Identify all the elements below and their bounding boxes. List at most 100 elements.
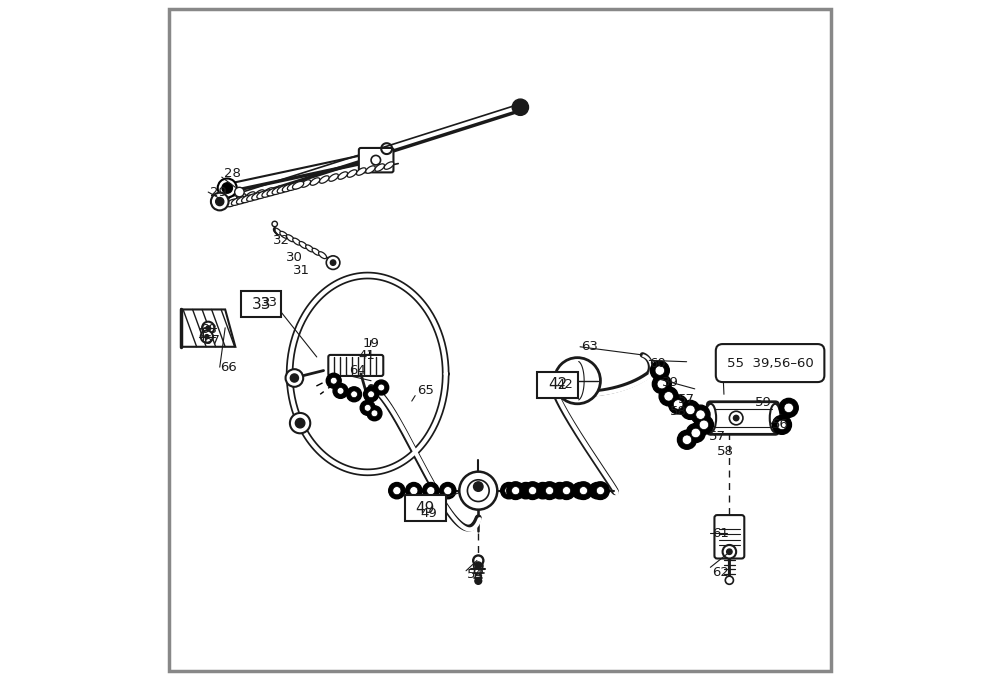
FancyBboxPatch shape <box>241 291 281 317</box>
Circle shape <box>696 410 705 420</box>
Text: 57: 57 <box>678 393 695 406</box>
Ellipse shape <box>226 199 238 207</box>
Circle shape <box>216 197 224 205</box>
Circle shape <box>562 487 571 495</box>
Text: 49: 49 <box>416 500 435 516</box>
Circle shape <box>664 392 673 401</box>
Circle shape <box>593 487 601 495</box>
Circle shape <box>371 410 378 417</box>
Ellipse shape <box>310 177 320 185</box>
Ellipse shape <box>283 184 292 191</box>
Ellipse shape <box>292 182 304 189</box>
Text: 65: 65 <box>417 384 434 397</box>
Circle shape <box>475 574 481 580</box>
Circle shape <box>444 487 452 495</box>
Ellipse shape <box>319 252 327 258</box>
Ellipse shape <box>366 166 375 173</box>
FancyBboxPatch shape <box>405 496 446 521</box>
Circle shape <box>202 322 214 334</box>
Circle shape <box>772 415 791 435</box>
Circle shape <box>777 420 787 430</box>
Ellipse shape <box>264 188 274 195</box>
Circle shape <box>727 549 732 554</box>
Ellipse shape <box>287 183 299 190</box>
Circle shape <box>272 221 277 226</box>
Ellipse shape <box>255 190 264 197</box>
Circle shape <box>552 483 568 499</box>
Circle shape <box>473 555 484 566</box>
Circle shape <box>529 487 537 495</box>
Ellipse shape <box>329 174 338 182</box>
Ellipse shape <box>231 198 243 205</box>
Ellipse shape <box>246 192 255 199</box>
Circle shape <box>326 256 340 269</box>
Circle shape <box>507 482 524 500</box>
Circle shape <box>474 562 483 571</box>
Circle shape <box>596 487 605 495</box>
Circle shape <box>545 487 554 495</box>
Ellipse shape <box>277 186 288 193</box>
Circle shape <box>474 482 483 492</box>
Circle shape <box>558 482 575 500</box>
Circle shape <box>406 483 422 499</box>
Circle shape <box>218 178 237 197</box>
Circle shape <box>474 556 483 565</box>
Text: 42: 42 <box>548 377 567 392</box>
Ellipse shape <box>242 195 253 203</box>
Ellipse shape <box>273 228 281 235</box>
Circle shape <box>505 487 513 495</box>
Circle shape <box>686 405 695 415</box>
Circle shape <box>779 398 798 418</box>
Text: 49: 49 <box>420 507 437 520</box>
Circle shape <box>677 430 696 449</box>
Circle shape <box>367 406 382 421</box>
Circle shape <box>572 483 588 499</box>
Ellipse shape <box>273 186 283 193</box>
Ellipse shape <box>267 188 278 196</box>
Text: 55  39,56–60: 55 39,56–60 <box>727 356 813 369</box>
Circle shape <box>330 260 336 265</box>
Text: 64: 64 <box>349 364 366 377</box>
Circle shape <box>592 482 609 500</box>
Text: 63: 63 <box>581 340 598 354</box>
Circle shape <box>459 472 497 509</box>
Circle shape <box>652 375 671 394</box>
Circle shape <box>659 387 678 406</box>
Ellipse shape <box>375 164 385 171</box>
Text: 32: 32 <box>273 234 290 247</box>
Text: 58: 58 <box>670 405 687 418</box>
FancyBboxPatch shape <box>169 9 831 671</box>
Circle shape <box>351 391 357 398</box>
Ellipse shape <box>299 241 307 248</box>
Circle shape <box>205 335 209 339</box>
Ellipse shape <box>312 248 320 255</box>
FancyBboxPatch shape <box>359 148 393 173</box>
Text: 39: 39 <box>662 375 678 388</box>
Text: 62: 62 <box>712 566 729 579</box>
Ellipse shape <box>280 231 288 238</box>
Circle shape <box>440 483 456 499</box>
Ellipse shape <box>252 192 263 200</box>
Circle shape <box>333 384 348 398</box>
Circle shape <box>657 379 667 389</box>
Circle shape <box>368 391 374 398</box>
Circle shape <box>371 156 381 165</box>
Circle shape <box>522 487 530 495</box>
Text: 31: 31 <box>293 264 310 277</box>
Circle shape <box>337 388 344 394</box>
FancyBboxPatch shape <box>716 344 824 382</box>
Circle shape <box>539 372 556 390</box>
Circle shape <box>524 482 541 500</box>
Ellipse shape <box>236 197 248 204</box>
FancyBboxPatch shape <box>714 515 744 558</box>
Circle shape <box>378 384 385 391</box>
Circle shape <box>393 487 401 495</box>
Text: 66: 66 <box>220 360 237 373</box>
Circle shape <box>427 487 435 495</box>
Text: 58: 58 <box>717 445 734 458</box>
Ellipse shape <box>272 187 283 194</box>
Circle shape <box>723 545 736 558</box>
Ellipse shape <box>282 184 294 192</box>
Circle shape <box>475 577 482 584</box>
Circle shape <box>681 401 700 420</box>
